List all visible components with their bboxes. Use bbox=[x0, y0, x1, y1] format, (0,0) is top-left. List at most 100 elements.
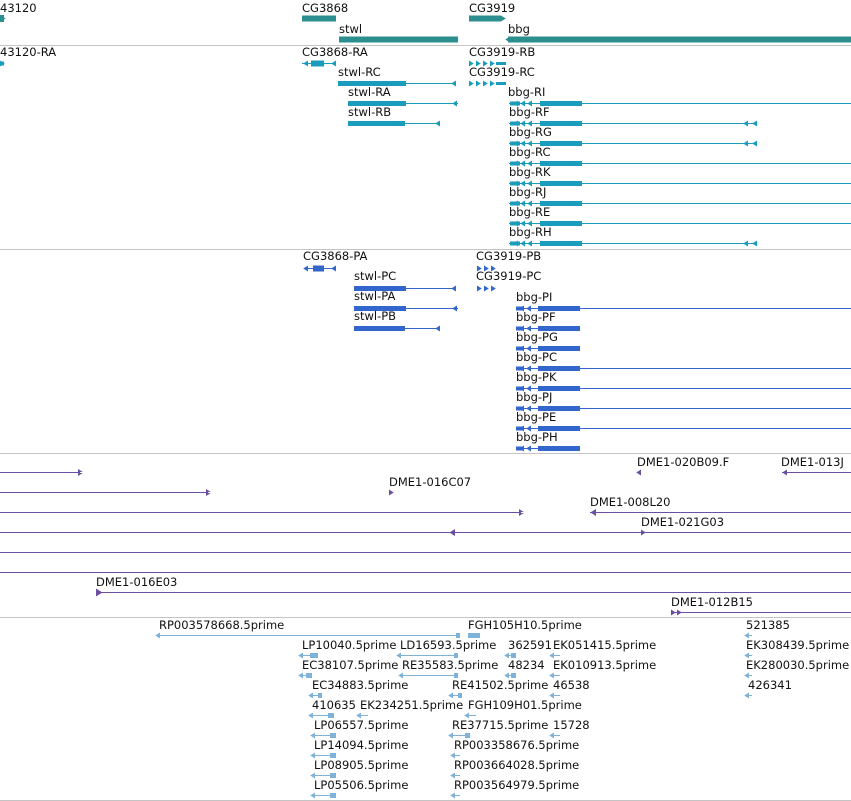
transcript-arrow[interactable] bbox=[752, 120, 757, 127]
est-block[interactable] bbox=[330, 753, 336, 758]
est-arrow[interactable] bbox=[464, 712, 469, 719]
transcript-arrow[interactable] bbox=[527, 220, 532, 227]
protein-exon[interactable] bbox=[538, 326, 580, 331]
transcript-arrow[interactable] bbox=[743, 240, 748, 247]
transcript-label[interactable]: bbg-RC bbox=[509, 145, 551, 159]
protein-label[interactable]: stwl-PA bbox=[354, 289, 396, 303]
est-arrow[interactable] bbox=[155, 632, 160, 639]
transcript-exon[interactable] bbox=[348, 121, 405, 126]
transcript-arrow[interactable] bbox=[451, 80, 456, 87]
transcript-arrow[interactable] bbox=[520, 160, 525, 167]
est-label[interactable]: EK234251.5prime bbox=[360, 698, 464, 712]
est-block[interactable] bbox=[458, 693, 462, 698]
transcript-arrow[interactable] bbox=[520, 220, 525, 227]
protein-arrow[interactable] bbox=[477, 285, 482, 292]
bac-clone-arrow[interactable] bbox=[671, 609, 676, 616]
transcript-arrow[interactable] bbox=[527, 120, 532, 127]
transcript-arrow[interactable] bbox=[513, 200, 518, 207]
protein-arrow[interactable] bbox=[519, 405, 524, 412]
est-label[interactable]: FGH105H10.5prime bbox=[468, 618, 582, 632]
transcript-arrow[interactable] bbox=[520, 180, 525, 187]
protein-arrow[interactable] bbox=[519, 365, 524, 372]
est-label[interactable]: EC34883.5prime bbox=[312, 678, 409, 692]
gene-label[interactable]: bbg bbox=[508, 22, 530, 36]
est-arrow[interactable] bbox=[744, 652, 749, 659]
est-arrow[interactable] bbox=[549, 652, 554, 659]
transcript-arrow[interactable] bbox=[752, 140, 757, 147]
bac-label[interactable]: DME1-016E03 bbox=[96, 575, 178, 589]
transcript-arrow[interactable] bbox=[513, 100, 518, 107]
gene-label[interactable]: CG3919 bbox=[469, 1, 516, 15]
est-label[interactable]: 46538 bbox=[553, 678, 590, 692]
transcript-exon[interactable] bbox=[348, 101, 406, 106]
transcript-arrow[interactable] bbox=[743, 140, 748, 147]
protein-arrow[interactable] bbox=[477, 265, 482, 272]
gene-strand-arrow[interactable] bbox=[505, 36, 510, 43]
transcript-label[interactable]: bbg-RJ bbox=[509, 185, 547, 199]
est-label[interactable]: LP06557.5prime bbox=[314, 718, 409, 732]
transcript-label[interactable]: stwl-RA bbox=[348, 85, 391, 99]
protein-arrow[interactable] bbox=[519, 425, 524, 432]
est-label[interactable]: LP14094.5prime bbox=[314, 738, 409, 752]
transcript-arrow[interactable] bbox=[303, 60, 308, 67]
transcript-arrow[interactable] bbox=[527, 140, 532, 147]
protein-arrow[interactable] bbox=[519, 345, 524, 352]
transcript-arrow[interactable] bbox=[469, 60, 474, 67]
est-block[interactable] bbox=[454, 653, 458, 658]
est-block[interactable] bbox=[310, 653, 318, 658]
protein-label[interactable]: bbg-PC bbox=[516, 350, 558, 364]
est-arrow[interactable] bbox=[549, 732, 554, 739]
protein-arrow[interactable] bbox=[519, 325, 524, 332]
est-arrow[interactable] bbox=[310, 792, 315, 799]
transcript-arrow[interactable] bbox=[513, 220, 518, 227]
protein-label[interactable]: CG3919-PB bbox=[476, 249, 542, 263]
protein-exon[interactable] bbox=[538, 306, 580, 311]
transcript-exon[interactable] bbox=[496, 82, 506, 85]
est-arrow[interactable] bbox=[356, 712, 361, 719]
est-arrow[interactable] bbox=[298, 652, 303, 659]
transcript-arrow[interactable] bbox=[527, 240, 532, 247]
protein-exon[interactable] bbox=[538, 366, 580, 371]
est-arrow[interactable] bbox=[298, 672, 303, 679]
est-arrow[interactable] bbox=[448, 732, 453, 739]
transcript-exon[interactable] bbox=[540, 181, 582, 186]
protein-label[interactable]: bbg-PI bbox=[516, 290, 553, 304]
est-label[interactable]: 426341 bbox=[748, 678, 792, 692]
est-arrow[interactable] bbox=[310, 732, 315, 739]
gene-feature[interactable] bbox=[508, 36, 851, 43]
est-label[interactable]: 362591 bbox=[508, 638, 552, 652]
transcript-arrow[interactable] bbox=[513, 180, 518, 187]
transcript-arrow[interactable] bbox=[483, 60, 488, 67]
est-label[interactable]: LP08905.5prime bbox=[314, 758, 409, 772]
protein-exon[interactable] bbox=[538, 446, 580, 451]
transcript-arrow[interactable] bbox=[513, 160, 518, 167]
est-arrow[interactable] bbox=[308, 692, 313, 699]
transcript-label[interactable]: bbg-RE bbox=[509, 205, 551, 219]
transcript-arrow[interactable] bbox=[513, 140, 518, 147]
protein-exon[interactable] bbox=[538, 386, 580, 391]
transcript-arrow[interactable] bbox=[476, 60, 481, 67]
gene-strand-arrow[interactable] bbox=[0, 15, 6, 22]
transcript-exon[interactable] bbox=[496, 62, 506, 65]
est-label[interactable]: EK010913.5prime bbox=[553, 658, 657, 672]
transcript-exon[interactable] bbox=[540, 161, 582, 166]
transcript-label[interactable]: bbg-RF bbox=[509, 105, 550, 119]
transcript-arrow[interactable] bbox=[483, 80, 488, 87]
bac-label[interactable]: DME1-021G03 bbox=[641, 515, 725, 529]
protein-exon[interactable] bbox=[538, 346, 580, 351]
est-block[interactable] bbox=[468, 633, 480, 638]
protein-arrow[interactable] bbox=[331, 265, 336, 272]
est-block[interactable] bbox=[306, 673, 312, 678]
est-label[interactable]: 410635 bbox=[312, 698, 356, 712]
est-block[interactable] bbox=[330, 793, 336, 798]
protein-arrow[interactable] bbox=[526, 425, 531, 432]
bac-label[interactable]: DME1-013J bbox=[781, 455, 844, 469]
transcript-arrow[interactable] bbox=[469, 80, 474, 87]
transcript-arrow[interactable] bbox=[527, 200, 532, 207]
transcript-label[interactable]: bbg-RG bbox=[509, 125, 552, 139]
gene-label[interactable]: stwl bbox=[339, 22, 363, 36]
transcript-label[interactable]: stwl-RC bbox=[338, 65, 381, 79]
transcript-arrow[interactable] bbox=[527, 180, 532, 187]
transcript-arrow[interactable] bbox=[743, 120, 748, 127]
gene-label[interactable]: CG3868 bbox=[302, 1, 349, 15]
